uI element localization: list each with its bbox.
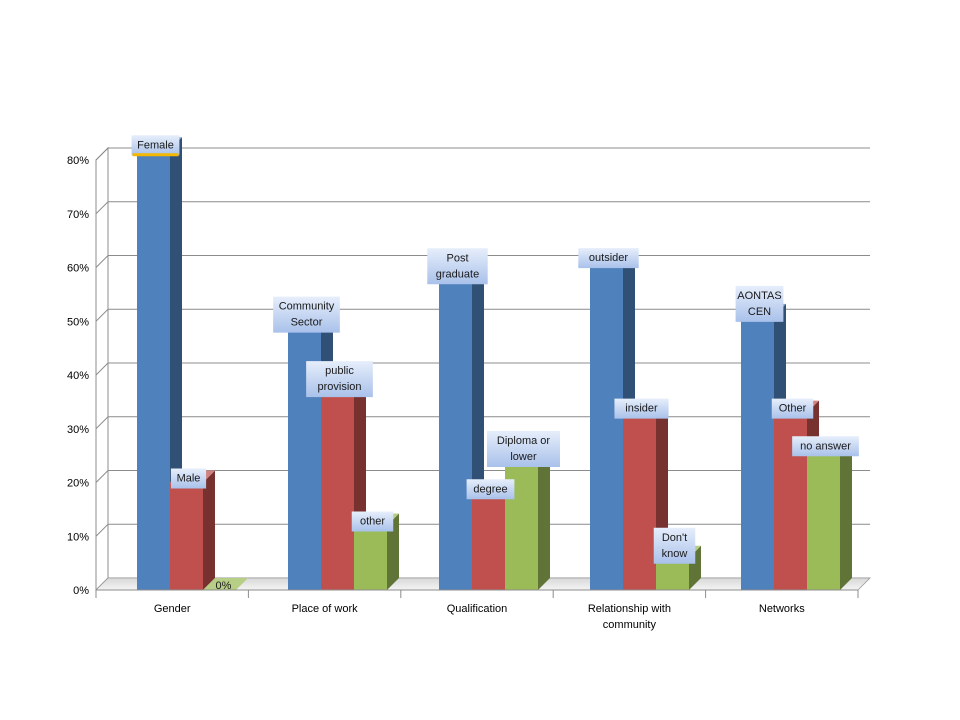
bar-side [387, 513, 399, 590]
bar-front [439, 278, 472, 590]
data-label-box [306, 361, 373, 398]
data-label-text: Diploma or [497, 435, 551, 447]
y-tick-label: 70% [67, 209, 89, 221]
y-tick-label: 20% [67, 478, 89, 490]
data-label-text: insider [625, 403, 658, 415]
bars [137, 137, 852, 590]
data-label: insider [614, 398, 669, 419]
bar-front [170, 482, 203, 590]
data-label: no answer [792, 436, 859, 457]
data-label: degree [466, 479, 515, 500]
data-label: Male [170, 468, 207, 489]
data-label-text: Male [177, 473, 201, 485]
data-label-box [487, 431, 560, 467]
data-label-box [614, 398, 669, 419]
data-label: 0% [216, 580, 232, 592]
data-label-text: Don't [662, 532, 687, 544]
y-tick-label: 10% [67, 531, 89, 543]
bar-front [741, 315, 774, 590]
x-category-label: Gender [154, 603, 191, 615]
bar-side [538, 449, 550, 590]
data-label-box [273, 296, 340, 333]
bar [203, 578, 248, 590]
bar [505, 449, 550, 590]
data-label-text: outsider [589, 252, 628, 264]
bar-front [321, 391, 354, 590]
bar-front [590, 262, 623, 590]
data-label-text: Female [137, 139, 174, 151]
data-labels: Female Male 0% Community Sector public provisi… [131, 135, 859, 592]
x-category-label: Qualification [447, 603, 508, 615]
data-label-text: provision [317, 381, 361, 393]
data-label-text: Community [279, 301, 335, 313]
bar-front [354, 525, 387, 590]
data-label: Female [131, 135, 180, 156]
data-label-text: Other [779, 403, 807, 415]
data-label-text: public [325, 365, 354, 377]
x-axis: Gender Place of work Qualification Relation… [95, 589, 859, 631]
data-label-text: lower [510, 451, 537, 463]
data-label-box [466, 479, 515, 500]
label-accent [132, 153, 179, 157]
data-label-text: AONTAS [737, 290, 781, 302]
y-tick-label: 60% [67, 263, 89, 275]
data-label-box [792, 436, 859, 457]
data-label-box [653, 527, 696, 564]
x-category-label: Networks [759, 603, 805, 615]
y-tick-label: 80% [67, 155, 89, 167]
x-category-label: community [603, 619, 657, 631]
data-label-text: graduate [436, 268, 479, 280]
data-label: other [351, 511, 394, 532]
data-label-text: no answer [800, 440, 851, 452]
data-label-box [170, 468, 207, 489]
bar-front [137, 149, 170, 590]
data-label-text: degree [473, 483, 507, 495]
bar [354, 513, 399, 590]
gridline [95, 201, 870, 215]
data-label: Diploma or lower [487, 431, 560, 467]
data-label: Don't know [653, 527, 696, 564]
data-label-box [351, 511, 394, 532]
data-label-text: CEN [748, 306, 771, 318]
y-tick-label: 0% [73, 585, 89, 597]
y-axis-tick-labels: 0% 10% 20% 30% 40% 50% 60% 70% 80% [67, 155, 89, 597]
data-label-box [427, 248, 488, 285]
x-category-label: Relationship with [588, 603, 671, 615]
data-label-text: Sector [291, 317, 323, 329]
data-label-box [771, 398, 814, 419]
data-label-text: 0% [216, 580, 232, 592]
gridline [95, 147, 870, 161]
bar-side [203, 470, 215, 590]
data-label-box [131, 135, 180, 156]
data-label: Post graduate [427, 248, 488, 285]
y-tick-label: 50% [67, 316, 89, 328]
data-label-box [735, 285, 784, 322]
data-label: Community Sector [273, 296, 340, 333]
bar-front [623, 412, 656, 590]
bar [807, 438, 852, 590]
data-label-text: Post [446, 252, 468, 264]
y-tick-label: 30% [67, 424, 89, 436]
data-label: AONTAS CEN [735, 285, 784, 322]
data-label-text: know [662, 548, 688, 560]
data-label: public provision [306, 361, 373, 398]
y-tick-label: 40% [67, 370, 89, 382]
bar-front [807, 450, 840, 590]
data-label-text: other [360, 516, 385, 528]
data-label: outsider [578, 248, 639, 269]
bar-top [203, 578, 248, 590]
data-label-box [578, 248, 639, 269]
bar-side [840, 438, 852, 590]
data-label: Other [771, 398, 814, 419]
x-category-label: Place of work [292, 603, 359, 615]
bar-front [472, 493, 505, 590]
